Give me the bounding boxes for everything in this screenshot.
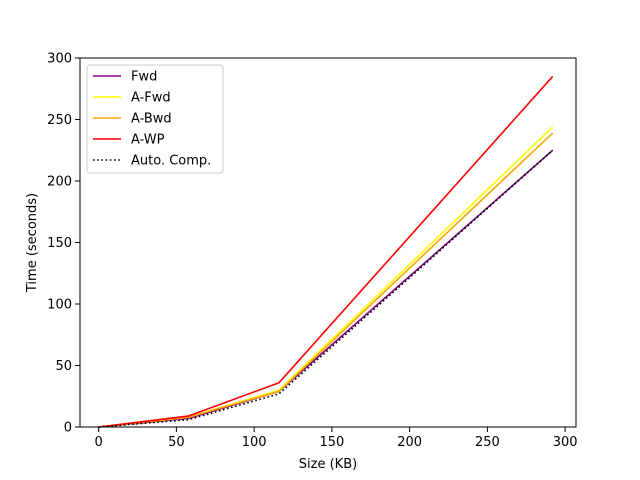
legend: Fwd A-Fwd A-Bwd A-WP Auto. Comp.: [86, 64, 224, 174]
legend-label: Fwd: [131, 70, 157, 85]
series-line-a-wp: [98, 75, 554, 428]
x-tick-label: 0: [95, 435, 103, 450]
x-tick-label: 50: [168, 435, 185, 450]
legend-label: A-WP: [131, 133, 165, 148]
y-tick-label: 0: [64, 421, 72, 436]
legend-box: [86, 64, 224, 174]
y-tick-label: 200: [47, 175, 72, 190]
y-tick-label: 300: [47, 52, 72, 67]
y-tick-label: 100: [47, 298, 72, 313]
ticks-layer: 0 50 100 150 200 250 300 0 50 100 150 200 250 300: [47, 52, 577, 451]
legend-label: Auto. Comp.: [131, 154, 211, 169]
legend-label: A-Bwd: [131, 112, 172, 127]
x-tick-label: 100: [242, 435, 267, 450]
legend-label: A-Fwd: [131, 91, 171, 106]
y-tick-label: 150: [47, 236, 72, 251]
plot-frame: [79, 57, 577, 428]
x-tick-label: 150: [319, 435, 344, 450]
x-tick-label: 200: [397, 435, 422, 450]
x-tick-label: 250: [475, 435, 500, 450]
y-axis-label: Time (seconds): [25, 193, 40, 293]
x-tick-label: 300: [553, 435, 578, 450]
y-tick-label: 250: [47, 113, 72, 128]
series-layer: [98, 75, 554, 428]
y-tick-label: 50: [55, 359, 72, 374]
x-axis-label: Size (KB): [299, 457, 357, 472]
